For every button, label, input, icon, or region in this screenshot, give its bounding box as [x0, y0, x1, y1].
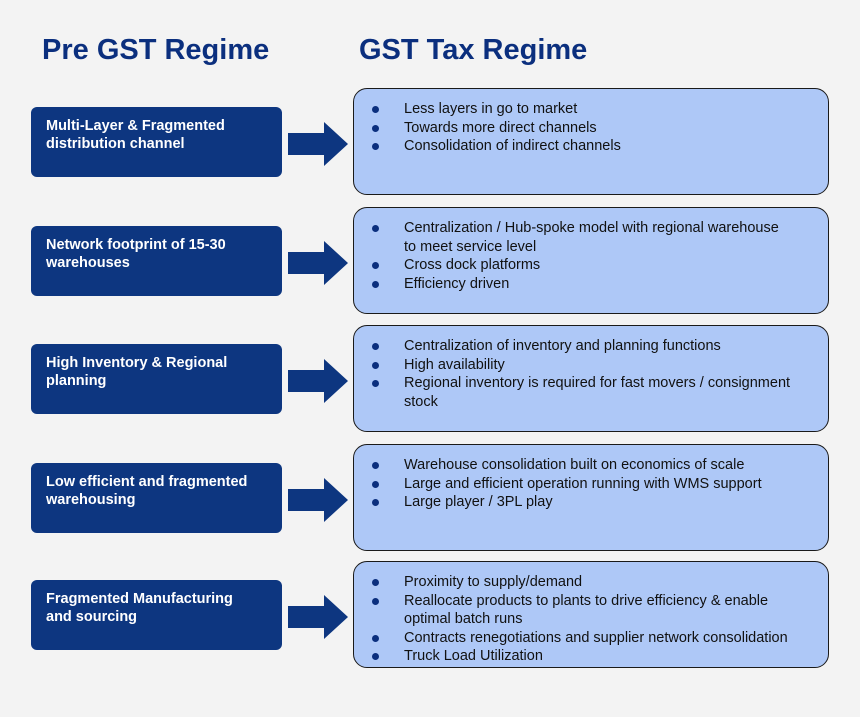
gst-bullet-list: Centralization / Hub-spoke model with re… — [354, 219, 816, 293]
gst-bullet-list: Less layers in go to market Towards more … — [354, 100, 816, 156]
bullet-dot-icon — [372, 106, 379, 113]
gst-bullet-text: Reallocate products to plants to drive e… — [404, 592, 769, 609]
gst-bullet-text: to meet service level — [404, 238, 537, 255]
arrow-right-icon — [288, 478, 348, 522]
bullet-dot-icon — [372, 462, 379, 469]
pre-gst-item-text: and sourcing — [46, 609, 138, 625]
bullet-dot-icon — [372, 634, 379, 642]
pre-gst-item: Network footprint of 15-30 warehouses — [31, 226, 282, 296]
pre-gst-item-text: Low efficient and fragmented — [46, 474, 248, 490]
pre-gst-item-text: Multi-Layer & Fragmented — [46, 118, 225, 134]
gst-bullet: Centralization / Hub-spoke model with re… — [354, 219, 816, 256]
gst-bullet-text: Truck Load Utilization — [404, 648, 543, 664]
gst-bullet-text: High availability — [404, 356, 505, 373]
gst-bullet-text: Large player / 3PL play — [404, 494, 553, 510]
gst-bullet-text: Large and efficient operation running wi… — [404, 475, 762, 492]
gst-bullet: Less layers in go to market — [354, 100, 816, 119]
gst-bullet-text: Towards more direct channels — [404, 119, 597, 136]
gst-item-box: Centralization of inventory and planning… — [353, 325, 829, 432]
gst-bullet-text: Less layers in go to market — [404, 101, 578, 117]
bullet-dot-icon — [372, 361, 379, 369]
bullet-dot-icon — [372, 499, 379, 506]
bullet-dot-icon — [372, 262, 379, 269]
pre-gst-item-text: planning — [46, 373, 107, 389]
gst-bullet-text: Centralization of inventory and planning… — [404, 338, 721, 354]
gst-bullet-text: optimal batch runs — [404, 611, 523, 627]
gst-heading: GST Tax Regime — [359, 34, 588, 66]
gst-bullet: Proximity to supply/demand — [354, 573, 816, 592]
gst-bullet-text: Regional inventory is required for fast … — [404, 375, 791, 391]
pre-gst-item-text: Fragmented Manufacturing — [46, 591, 233, 607]
bullet-dot-icon — [372, 225, 379, 232]
bullet-dot-icon — [372, 143, 379, 150]
gst-bullet-text: Proximity to supply/demand — [404, 574, 583, 590]
pre-gst-item-text: Network footprint of 15-30 — [46, 237, 226, 253]
gst-bullet-text: Warehouse consolidation built on economi… — [404, 457, 745, 473]
gst-bullet: Large and efficient operation running wi… — [354, 475, 816, 494]
bullet-dot-icon — [372, 380, 379, 387]
bullet-dot-icon — [372, 280, 379, 288]
gst-bullet: Towards more direct channels — [354, 119, 816, 138]
gst-bullet-list: Warehouse consolidation built on economi… — [354, 456, 816, 512]
gst-bullet: Consolidation of indirect channels — [354, 137, 816, 156]
pre-gst-item-text: High Inventory & Regional — [46, 355, 228, 371]
gst-bullet-text: Contracts renegotiations and supplier ne… — [404, 629, 788, 646]
bullet-dot-icon — [372, 480, 379, 488]
gst-bullet: High availability — [354, 356, 816, 375]
gst-item-box: Warehouse consolidation built on economi… — [353, 444, 829, 551]
arrow-right-icon — [288, 595, 348, 639]
gst-bullet-list: Proximity to supply/demand Reallocate pro… — [354, 573, 816, 666]
gst-bullet: Large player / 3PL play — [354, 493, 816, 512]
pre-gst-item-text: distribution channel — [46, 136, 185, 152]
gst-bullet-text: Cross dock platforms — [404, 257, 541, 273]
gst-bullet: Regional inventory is required for fast … — [354, 374, 816, 411]
bullet-dot-icon — [372, 343, 379, 350]
gst-item-box: Less layers in go to market Towards more … — [353, 88, 829, 195]
pre-gst-item: Fragmented Manufacturing and sourcing — [31, 580, 282, 650]
gst-bullet: Truck Load Utilization — [354, 647, 816, 666]
pre-gst-item: High Inventory & Regional planning — [31, 344, 282, 414]
pre-gst-item: Low efficient and fragmented warehousing — [31, 463, 282, 533]
gst-item-box: Proximity to supply/demand Reallocate pro… — [353, 561, 829, 668]
gst-bullet-text: Efficiency driven — [404, 275, 510, 292]
bullet-dot-icon — [372, 597, 379, 605]
arrow-right-icon — [288, 359, 348, 403]
gst-bullet-list: Centralization of inventory and planning… — [354, 337, 816, 411]
arrow-right-icon — [288, 122, 348, 166]
gst-bullet-text: Consolidation of indirect channels — [404, 138, 621, 154]
arrow-right-icon — [288, 241, 348, 285]
gst-item-box: Centralization / Hub-spoke model with re… — [353, 207, 829, 314]
gst-bullet: Contracts renegotiations and supplier ne… — [354, 629, 816, 648]
pre-gst-item: Multi-Layer & Fragmented distribution cha… — [31, 107, 282, 177]
gst-bullet: Efficiency driven — [354, 275, 816, 294]
gst-bullet-text: stock — [404, 393, 438, 410]
bullet-dot-icon — [372, 124, 379, 132]
gst-bullet: Centralization of inventory and planning… — [354, 337, 816, 356]
gst-bullet: Reallocate products to plants to drive e… — [354, 592, 816, 629]
bullet-dot-icon — [372, 653, 379, 660]
pre-gst-item-text: warehousing — [46, 492, 136, 508]
pre-gst-heading: Pre GST Regime — [42, 34, 270, 66]
bullet-dot-icon — [372, 579, 379, 586]
gst-bullet: Cross dock platforms — [354, 256, 816, 275]
pre-gst-item-text: warehouses — [46, 255, 130, 271]
gst-bullet-text: Centralization / Hub-spoke model with re… — [404, 220, 779, 236]
gst-bullet: Warehouse consolidation built on economi… — [354, 456, 816, 475]
